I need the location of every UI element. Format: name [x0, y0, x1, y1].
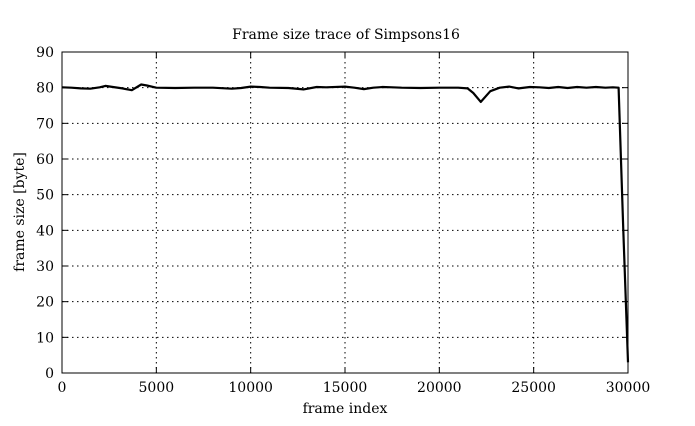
x-tick-label: 30000	[606, 380, 651, 396]
grid-lines	[62, 52, 628, 373]
y-tick-labels: 0 10 20 30 40 50 60 70 80 90	[36, 45, 54, 382]
y-tick-label: 50	[36, 188, 54, 204]
x-tick-label: 10000	[228, 380, 273, 396]
series-line	[61, 83, 630, 363]
x-tick-label: 25000	[511, 380, 556, 396]
y-axis-label: frame size [byte]	[12, 152, 28, 272]
y-tick-label: 60	[36, 152, 54, 168]
x-tick-label: 5000	[139, 380, 175, 396]
y-tick-label: 0	[45, 366, 54, 382]
y-tick-label: 70	[36, 116, 54, 132]
chart-title: Frame size trace of Simpsons16	[232, 27, 460, 43]
x-tick-label: 15000	[323, 380, 368, 396]
y-tick-label: 80	[36, 81, 54, 97]
y-tick-label: 90	[36, 45, 54, 61]
y-tick-label: 10	[36, 330, 54, 346]
x-tick-label: 0	[58, 380, 67, 396]
y-tick-label: 30	[36, 259, 54, 275]
x-axis-label: frame index	[303, 401, 388, 417]
y-tick-label: 20	[36, 295, 54, 311]
x-tick-labels: 0 5000 10000 15000 20000 25000 30000	[58, 380, 651, 396]
x-tick-label: 20000	[417, 380, 462, 396]
y-tick-label: 40	[36, 223, 54, 239]
